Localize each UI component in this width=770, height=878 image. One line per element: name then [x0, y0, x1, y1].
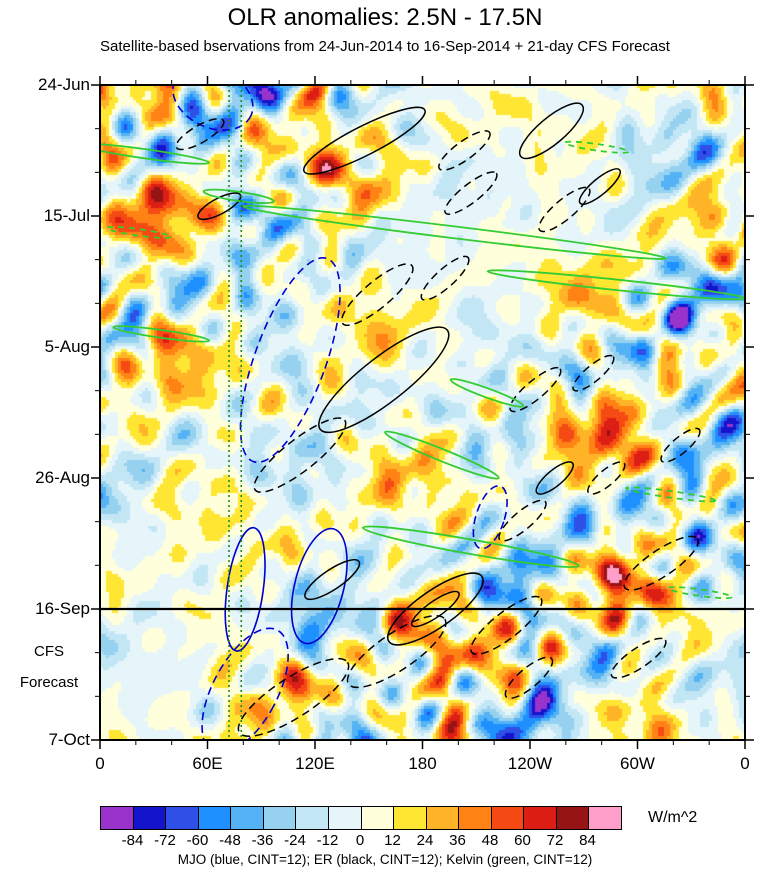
- y-tick-label: 15-Jul: [43, 206, 90, 225]
- kelvin-contour: [625, 486, 717, 503]
- er-contour: [420, 255, 470, 301]
- kelvin-contour: [667, 586, 733, 600]
- er-contour: [438, 130, 491, 171]
- er-contour: [498, 499, 547, 542]
- colorbar-tick-label: 0: [355, 832, 365, 849]
- colorbar-segment: [166, 807, 199, 829]
- colorbar-tick-label: 48: [481, 832, 499, 849]
- chart-title: OLR anomalies: 2.5N - 17.5N: [227, 4, 543, 31]
- colorbar-tick-label: 36: [449, 832, 466, 849]
- er-contour: [578, 168, 622, 205]
- kelvin-contour: [105, 225, 172, 239]
- colorbar-segment: [296, 807, 329, 829]
- x-tick-label: 60W: [619, 754, 655, 773]
- er-contour: [538, 186, 591, 233]
- y-tick-label: 5-Aug: [44, 337, 90, 356]
- er-contour: [237, 657, 350, 737]
- colorbar-segment: [133, 807, 167, 829]
- x-tick-label: 0: [740, 754, 750, 773]
- colorbar-tick-label: 24: [416, 832, 434, 849]
- er-contour: [504, 656, 554, 700]
- colorbar-tick-label: -24: [284, 832, 306, 849]
- colorbar-unit-label: W/m^2: [648, 809, 698, 826]
- kelvin-contour: [486, 269, 745, 301]
- plot-overlay: [91, 76, 754, 749]
- er-contour: [304, 558, 361, 601]
- y-tick-label: 7-Oct: [48, 730, 90, 749]
- er-contour: [660, 427, 701, 463]
- wave-contour-ellipses: [100, 85, 745, 740]
- er-contour: [535, 461, 574, 495]
- kelvin-contour: [112, 325, 211, 343]
- forecast-axis-label-line2: Forecast: [19, 674, 79, 691]
- er-contour: [470, 595, 543, 656]
- colorbar: [100, 806, 622, 830]
- colorbar-tick-label: 72: [546, 832, 564, 849]
- mjo-contour: [201, 627, 289, 740]
- forecast-axis-label: CFS Forecast: [6, 636, 92, 698]
- er-contour: [572, 354, 615, 392]
- er-contour: [587, 461, 626, 495]
- colorbar-tick-label: -84: [121, 832, 144, 849]
- colorbar-segment: [459, 807, 492, 829]
- er-contour: [509, 366, 562, 413]
- er-contour: [444, 171, 498, 215]
- colorbar-segment: [491, 807, 525, 829]
- colorbar-segment: [198, 807, 232, 829]
- forecast-axis-label-line1: CFS: [34, 643, 64, 660]
- colorbar-segment: [426, 807, 460, 829]
- reference-lines: [100, 85, 745, 740]
- colorbar-tick-label: 84: [579, 832, 596, 849]
- x-tick-label: 120W: [507, 754, 553, 773]
- y-tick-label: 26-Aug: [35, 468, 90, 487]
- colorbar-tick-label: -48: [219, 832, 241, 849]
- er-contour: [253, 417, 347, 493]
- kelvin-contour: [361, 525, 580, 568]
- y-tick-label: 16-Sep: [35, 599, 90, 618]
- er-contour: [610, 637, 667, 679]
- colorbar-segment: [556, 807, 590, 829]
- colorbar-tick-label: 12: [384, 832, 401, 849]
- kelvin-contour: [449, 378, 525, 408]
- colorbar-segment: [231, 807, 264, 829]
- colorbar-tick-label: -60: [186, 832, 209, 849]
- colorbar-segment: [328, 807, 362, 829]
- kelvin-contour: [563, 140, 630, 154]
- colorbar-segment: [263, 807, 297, 829]
- x-tick-label: 60E: [192, 754, 223, 773]
- mjo-contour: [224, 526, 266, 652]
- er-contour: [175, 117, 225, 151]
- colorbar-tick-label: 60: [514, 832, 531, 849]
- kelvin-contour: [242, 204, 667, 260]
- colorbar-tick-label: -72: [154, 832, 176, 849]
- er-contour: [341, 263, 414, 327]
- x-tick-label: 180: [408, 754, 437, 773]
- er-contour: [518, 102, 585, 160]
- contour-legend: MJO (blue, CINT=12); ER (black, CINT=12)…: [177, 852, 593, 867]
- kelvin-contour: [384, 430, 500, 480]
- x-tick-label: 120E: [295, 754, 335, 773]
- colorbar-segment: [589, 807, 621, 829]
- er-contour: [197, 192, 242, 221]
- colorbar-tick-label: -12: [316, 832, 339, 849]
- colorbar-tick-label: -36: [251, 832, 274, 849]
- colorbar-segment: [101, 807, 134, 829]
- kelvin-contour: [202, 188, 275, 204]
- er-contour: [303, 106, 426, 175]
- axis-ticks: [91, 76, 754, 749]
- kelvin-contour: [100, 142, 210, 165]
- mjo-contour: [290, 527, 348, 645]
- y-tick-label: 24-Jun: [38, 75, 90, 94]
- mjo-contour: [472, 485, 508, 550]
- plot-frame: [99, 84, 746, 741]
- colorbar-segment: [524, 807, 557, 829]
- mjo-contour: [172, 85, 254, 131]
- er-contour: [623, 535, 699, 591]
- er-contour: [318, 326, 450, 434]
- x-tick-label: 0: [95, 754, 105, 773]
- colorbar-segment: [394, 807, 427, 829]
- colorbar-segment: [361, 807, 395, 829]
- chart-subtitle: Satellite-based bservations from 24-Jun-…: [100, 38, 670, 55]
